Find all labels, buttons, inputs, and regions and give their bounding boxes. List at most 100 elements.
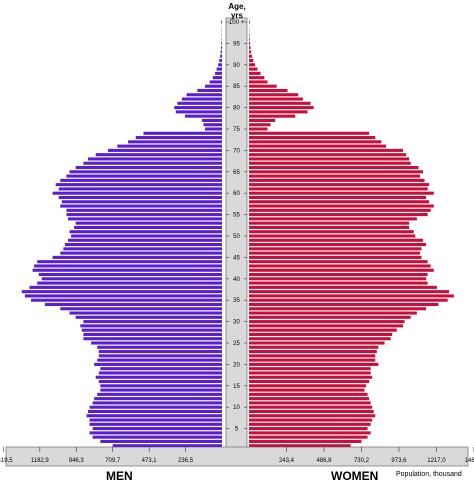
women-bar-age-31 <box>249 315 411 319</box>
women-bar-age-100 <box>249 20 250 24</box>
women-bar-age-26 <box>249 337 391 341</box>
men-bar-age-86 <box>209 80 222 84</box>
men-bar-age-61 <box>58 187 222 191</box>
men-bar-age-53 <box>75 221 222 225</box>
men-bar-age-88 <box>215 71 222 75</box>
women-bar-age-8 <box>249 414 376 418</box>
age-tick-label: 10 <box>233 405 240 411</box>
women-bar-age-43 <box>249 264 431 268</box>
age-tick-label: 80 <box>233 106 240 112</box>
men-bar-age-29 <box>80 324 223 328</box>
women-bar-age-24 <box>249 345 379 349</box>
age-tick-label: 40 <box>233 277 240 283</box>
women-bar-age-56 <box>249 208 431 212</box>
age-tick-label: 60 <box>233 191 240 197</box>
women-bar-age-90 <box>249 63 256 67</box>
age-tick-label: 75 <box>233 127 240 133</box>
women-bar-age-77 <box>249 118 276 122</box>
women-bar-age-34 <box>249 302 439 307</box>
women-bar-age-9 <box>249 409 374 414</box>
men-bar-age-6 <box>89 422 222 426</box>
men-bar-age-5 <box>92 427 223 431</box>
men-bar-age-55 <box>66 213 222 217</box>
population-tick-label: 946,3 <box>69 458 85 464</box>
women-bar-age-86 <box>249 80 268 84</box>
women-bar-age-2 <box>249 439 362 443</box>
women-bar-age-36 <box>249 294 454 298</box>
men-bar-age-3 <box>92 435 223 439</box>
men-bar-age-76 <box>203 123 222 127</box>
men-bar-age-23 <box>98 350 222 354</box>
population-tick-label: 1182,9 <box>31 458 50 464</box>
women-bar-age-28 <box>249 328 397 332</box>
men-bar-age-33 <box>60 307 222 311</box>
men-bar-age-34 <box>44 302 222 307</box>
men-bar-age-1 <box>112 444 222 448</box>
women-bar-age-44 <box>249 260 428 264</box>
age-tick-label: 55 <box>233 213 240 219</box>
women-bar-age-25 <box>249 341 385 345</box>
women-bar-age-5 <box>249 427 368 431</box>
women-bar-age-93 <box>249 50 252 54</box>
men-bar-age-100 <box>221 20 222 24</box>
population-tick-label: 486,8 <box>316 458 332 464</box>
women-bar-age-19 <box>249 367 371 371</box>
men-bar-age-45 <box>52 255 222 259</box>
men-bar-age-50 <box>71 234 222 238</box>
women-bar-age-4 <box>249 431 371 435</box>
men-bar-age-51 <box>69 230 223 234</box>
men-bar-age-17 <box>95 375 222 379</box>
men-bar-age-62 <box>55 183 223 187</box>
men-bar-age-78 <box>185 114 222 118</box>
population-tick-label: 730,2 <box>354 458 370 464</box>
men-bar-age-8 <box>86 414 222 418</box>
men-bar-age-13 <box>97 392 222 396</box>
population-tick-label: 236,5 <box>178 458 194 464</box>
women-bar-age-16 <box>249 379 370 384</box>
women-bar-age-69 <box>249 153 407 157</box>
men-bar-age-15 <box>100 384 222 388</box>
women-bar-age-60 <box>249 191 434 195</box>
men-bar-age-43 <box>34 264 223 268</box>
men-bar-age-73 <box>135 136 222 140</box>
age-tick-label: 85 <box>233 84 240 90</box>
men-bar-age-68 <box>88 157 222 161</box>
women-bar-age-11 <box>249 401 371 405</box>
men-bar-age-83 <box>186 93 222 97</box>
men-bar-age-72 <box>128 140 222 144</box>
women-bar-age-3 <box>249 435 368 439</box>
age-tick-label: 5 <box>235 427 239 433</box>
men-bar-age-41 <box>38 272 222 277</box>
women-bar-age-73 <box>249 136 376 140</box>
women-bar-age-74 <box>249 131 370 135</box>
men-bar-age-54 <box>67 217 222 221</box>
age-tick-label: 100 + <box>229 20 245 26</box>
men-bar-age-39 <box>37 281 222 285</box>
women-bar-age-94 <box>249 46 251 50</box>
age-tick-label: 35 <box>233 298 240 304</box>
women-bar-age-14 <box>249 388 365 392</box>
women-bar-age-39 <box>249 281 428 285</box>
women-bar-age-48 <box>249 243 427 247</box>
women-bar-age-68 <box>249 157 410 161</box>
men-bar-age-26 <box>83 337 222 341</box>
men-bar-age-93 <box>220 50 222 54</box>
men-bar-age-4 <box>89 431 222 435</box>
men-bar-age-85 <box>205 84 222 88</box>
age-tick-label: 95 <box>233 41 240 47</box>
women-bar-age-66 <box>249 165 419 170</box>
men-bar-age-57 <box>60 204 222 208</box>
men-bar-age-58 <box>61 200 223 204</box>
men-bar-age-14 <box>100 388 222 392</box>
men-bar-age-7 <box>89 418 222 422</box>
women-bar-age-15 <box>249 384 367 388</box>
women-bar-age-92 <box>249 54 253 58</box>
women-bar-age-46 <box>249 251 420 255</box>
population-tick-label: 1217,0 <box>427 458 446 464</box>
women-bar-age-23 <box>249 350 377 354</box>
women-bar-age-38 <box>249 285 437 289</box>
women-label: WOMEN <box>331 469 379 483</box>
men-bar-age-42 <box>32 268 223 272</box>
men-bar-age-46 <box>60 251 222 255</box>
population-tick-label: 709,7 <box>105 458 121 464</box>
